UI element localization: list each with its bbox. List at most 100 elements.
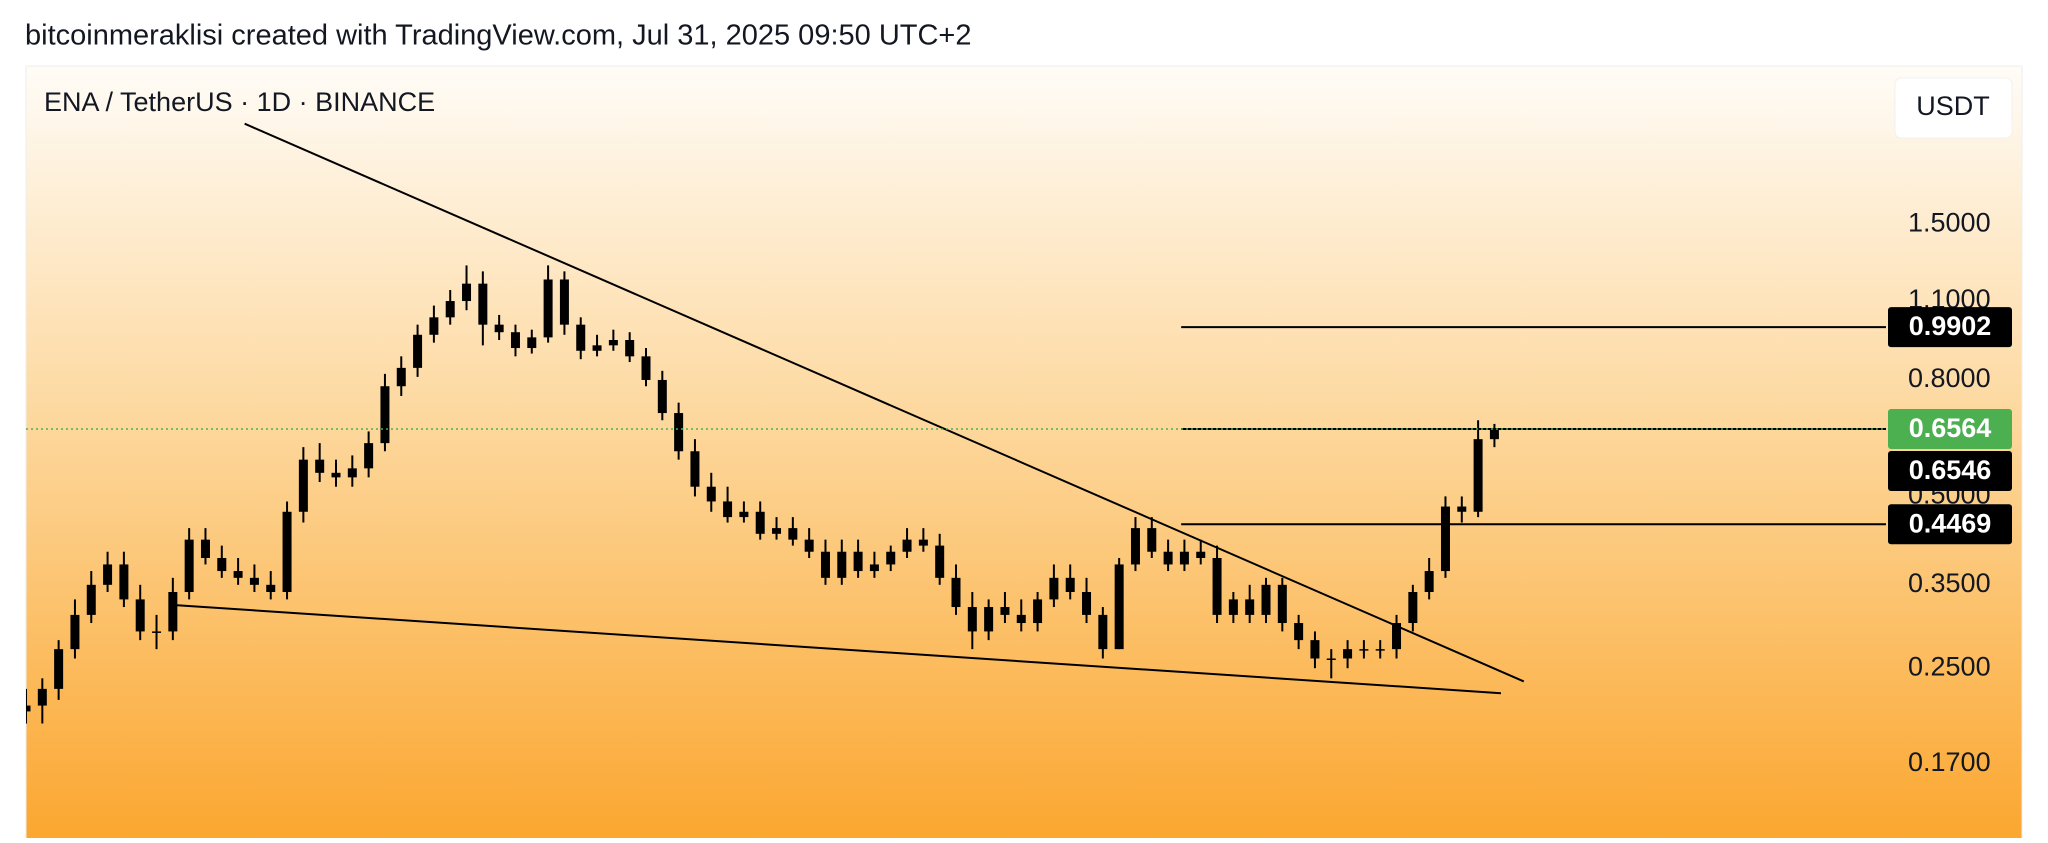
candle-body xyxy=(902,539,912,552)
candle-body xyxy=(1016,614,1026,624)
price-tag xyxy=(1888,307,2012,348)
price-tag-label: 0.6546 xyxy=(1909,455,1992,485)
candle-body xyxy=(1033,599,1043,624)
candle-body xyxy=(1473,439,1483,512)
chart-panel xyxy=(25,65,2023,843)
candle-body xyxy=(26,705,31,712)
price-tag-label: 0.6564 xyxy=(1909,413,1992,443)
candle-body xyxy=(282,511,292,593)
candle-body xyxy=(706,486,716,502)
price-tag xyxy=(1888,408,2012,449)
candle-body xyxy=(1179,551,1189,565)
candle-body xyxy=(266,584,276,593)
candle-body xyxy=(103,564,113,585)
currency-button[interactable] xyxy=(1894,77,2013,139)
candle-body xyxy=(608,339,618,346)
trend-line xyxy=(244,122,1525,683)
candle-body xyxy=(1065,577,1075,593)
candle-body xyxy=(1294,623,1304,641)
candle-body xyxy=(1082,592,1092,615)
candle-body xyxy=(413,334,423,368)
candle-body xyxy=(984,607,994,632)
candle-body xyxy=(168,592,178,632)
candle-body xyxy=(298,459,308,512)
candle-body xyxy=(119,564,129,600)
candle-body xyxy=(559,279,569,325)
candle-body xyxy=(935,545,945,578)
candle-body xyxy=(576,324,586,351)
candle-body xyxy=(967,607,977,632)
candle-body xyxy=(494,324,504,333)
candle-body xyxy=(380,386,390,444)
candle-body xyxy=(853,551,863,572)
y-tick-label: 0.1700 xyxy=(1908,747,1991,777)
candle-body xyxy=(804,539,814,552)
candle-body xyxy=(772,528,782,534)
candle-body xyxy=(1228,599,1238,615)
candle-body xyxy=(1130,528,1140,565)
candle-body xyxy=(1212,558,1222,615)
candle-body xyxy=(1408,592,1418,624)
candle-body xyxy=(249,577,259,585)
candle-body xyxy=(755,511,765,534)
y-tick-label: 0.2500 xyxy=(1908,651,1991,681)
candle-body xyxy=(1245,599,1255,615)
candle-body xyxy=(1326,658,1336,660)
candle-body xyxy=(1375,649,1385,651)
candle-body xyxy=(820,551,830,578)
y-tick-label: 0.8000 xyxy=(1908,363,1991,393)
candle-body xyxy=(1196,551,1206,559)
candle-body xyxy=(135,599,145,632)
candle-body xyxy=(70,614,80,650)
candle-body xyxy=(364,443,374,469)
candle-body xyxy=(184,539,194,593)
candle-body xyxy=(1277,584,1287,624)
candle-body xyxy=(1163,551,1173,565)
candle-body xyxy=(396,367,406,387)
y-tick-label: 1.5000 xyxy=(1908,207,1991,237)
candle-body xyxy=(462,283,472,302)
candle-body xyxy=(625,339,635,357)
candle-body xyxy=(1424,571,1434,593)
candle-body xyxy=(86,584,96,615)
candle-body xyxy=(592,345,602,351)
candle-body xyxy=(315,459,325,473)
candle-body xyxy=(1049,577,1059,600)
candle-body xyxy=(152,631,162,633)
candle-body xyxy=(543,279,553,338)
candle-body xyxy=(217,558,227,572)
candle-body xyxy=(1489,428,1499,440)
candle-body xyxy=(723,501,733,518)
candle-body xyxy=(657,379,667,414)
candle-body xyxy=(1000,607,1010,615)
candle-body xyxy=(641,356,651,380)
symbol-title: ENA / TetherUS · 1D · BINANCE xyxy=(44,87,435,117)
candle-body xyxy=(918,539,928,546)
candle-body xyxy=(331,472,341,478)
candle-body xyxy=(347,468,357,478)
candle-body xyxy=(1098,614,1108,650)
candle-body xyxy=(1392,623,1402,650)
candle-body xyxy=(1343,649,1353,659)
candle-body xyxy=(739,511,749,518)
candle-body xyxy=(200,539,210,559)
currency-label[interactable]: USDT xyxy=(1916,91,1990,121)
y-tick-label: 0.3500 xyxy=(1908,568,1991,598)
candle-body xyxy=(1310,640,1320,659)
candle-body xyxy=(527,337,537,349)
candle-body xyxy=(54,649,64,689)
candle-body xyxy=(869,564,879,572)
candle-body xyxy=(429,317,439,335)
candle-body xyxy=(788,528,798,540)
candle-body xyxy=(1114,564,1124,650)
header: bitcoinmeraklisi created with TradingVie… xyxy=(25,20,971,52)
price-tag xyxy=(1888,504,2012,545)
price-tag-label: 0.4469 xyxy=(1909,508,1992,538)
candle-body xyxy=(445,301,455,318)
candle-body xyxy=(837,551,847,578)
candle-body xyxy=(951,577,961,608)
trend-line xyxy=(169,603,1502,695)
candle-body xyxy=(1261,584,1271,615)
